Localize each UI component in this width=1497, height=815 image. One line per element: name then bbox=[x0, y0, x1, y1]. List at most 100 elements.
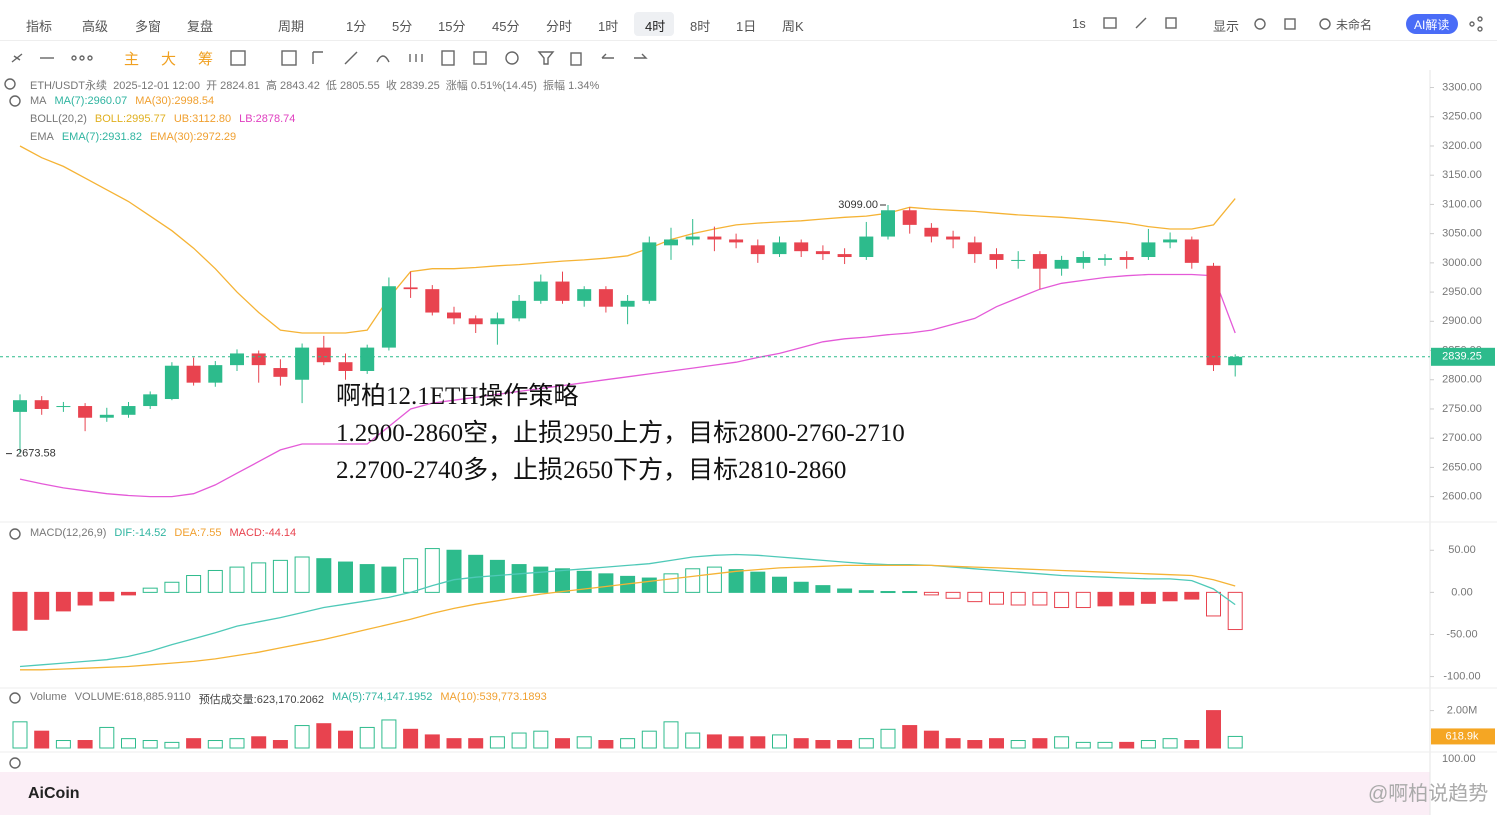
candle-body bbox=[946, 236, 961, 240]
macd-bar bbox=[1054, 591, 1070, 609]
macd-bar bbox=[663, 573, 679, 593]
candle-body bbox=[859, 236, 874, 258]
macd-bar bbox=[750, 571, 766, 593]
strategy-title: 啊柏12.1ETH操作策略 bbox=[336, 383, 579, 410]
volume-bar bbox=[576, 736, 592, 749]
toolbar-item: 15分 bbox=[438, 19, 466, 34]
volume-bar bbox=[967, 740, 983, 749]
legend-text: MACD(12,26,9) bbox=[30, 527, 107, 539]
logo: AiCoin bbox=[28, 785, 80, 802]
candle-body bbox=[1076, 257, 1091, 263]
legend-text: Volume bbox=[30, 691, 67, 703]
candle-body bbox=[1032, 254, 1047, 269]
candle-body bbox=[468, 318, 483, 325]
macd-bar bbox=[685, 568, 701, 593]
toolbar-item: 1日 bbox=[736, 19, 757, 34]
y-tick-label: 2900.00 bbox=[1442, 315, 1482, 327]
macd-bar bbox=[272, 559, 288, 593]
legend-text: EMA(30):2972.29 bbox=[149, 131, 237, 143]
macd-bar bbox=[923, 591, 939, 596]
macd-bar bbox=[381, 566, 397, 593]
candle-body bbox=[881, 210, 895, 237]
legend-text: BOLL(20,2) bbox=[30, 113, 87, 125]
volume-bar bbox=[837, 740, 853, 749]
volume-bar bbox=[989, 738, 1004, 749]
candle-body bbox=[750, 245, 765, 255]
candle-body bbox=[989, 254, 1004, 260]
candle-body bbox=[490, 318, 505, 325]
toolbar-item: 复盘 bbox=[187, 19, 214, 34]
legend-text: MACD:-44.14 bbox=[229, 527, 297, 539]
toolbar-item: 1s bbox=[1072, 16, 1086, 31]
candle-body bbox=[164, 365, 179, 400]
candle-body bbox=[1098, 258, 1112, 260]
toolbar-item: 筹 bbox=[198, 51, 214, 68]
volume-bar bbox=[902, 725, 918, 749]
volume-bar bbox=[533, 730, 549, 749]
candle-body bbox=[620, 300, 635, 307]
candle-body bbox=[56, 406, 71, 408]
candle-body bbox=[924, 227, 939, 237]
volume-bar bbox=[706, 734, 722, 749]
candle-body bbox=[186, 365, 201, 383]
macd-bar bbox=[294, 556, 310, 593]
macd-bar bbox=[1162, 591, 1178, 602]
toolbar2: 主大筹 bbox=[124, 48, 213, 69]
candle-body bbox=[1206, 265, 1221, 366]
volume-bar bbox=[272, 740, 288, 749]
macd-bar bbox=[902, 591, 918, 594]
macd-bar bbox=[55, 591, 71, 612]
toolbar-item: 1时 bbox=[598, 19, 619, 34]
legend-text: 预估成交量:623,170.2062 bbox=[198, 694, 325, 706]
volume-bar bbox=[164, 741, 180, 749]
toolbar-item: 8时 bbox=[690, 19, 711, 34]
y-tick-label: 100.00 bbox=[1442, 753, 1476, 765]
volume-bar bbox=[620, 738, 636, 749]
toolbar-item: 4时 bbox=[645, 19, 666, 34]
volume-bar bbox=[663, 721, 679, 749]
candle-body bbox=[121, 406, 136, 415]
macd-bar bbox=[598, 573, 614, 593]
macd-bar bbox=[728, 569, 744, 593]
volume-bar bbox=[1075, 741, 1091, 749]
candle-body bbox=[316, 347, 331, 363]
volume-bar bbox=[1140, 740, 1156, 749]
macd-bar bbox=[880, 591, 896, 594]
legend-ma: MA MA(7):2960.07 MA(30):2998.54 bbox=[30, 95, 214, 107]
macd-bar bbox=[1119, 591, 1135, 606]
toolbar-item: 分时 bbox=[546, 19, 573, 34]
macd-bar bbox=[576, 570, 592, 593]
legend-text: MA bbox=[30, 95, 47, 107]
volume-bar bbox=[316, 723, 332, 749]
macd-bar bbox=[338, 561, 353, 593]
macd-line bbox=[19, 553, 1236, 668]
candle-body bbox=[360, 347, 375, 371]
toolbar-item: 未命名 bbox=[1336, 18, 1373, 32]
candle-body bbox=[577, 289, 592, 301]
candle-body bbox=[1184, 239, 1199, 263]
y-tick-label: 3300.00 bbox=[1442, 81, 1482, 93]
y-tick-label: -50.00 bbox=[1446, 628, 1477, 640]
volume-bar bbox=[793, 738, 809, 749]
volume-bar bbox=[880, 728, 896, 749]
drawing-tools bbox=[4, 16, 1483, 769]
volume-bar bbox=[338, 730, 353, 749]
candle-body bbox=[447, 312, 461, 319]
macd-bar bbox=[142, 587, 158, 593]
volume-bar bbox=[121, 738, 136, 749]
candle-body bbox=[295, 347, 310, 380]
candle-body bbox=[13, 400, 27, 412]
volume-bar bbox=[207, 740, 223, 749]
toolbar-item: 45分 bbox=[492, 19, 520, 34]
macd-bar bbox=[772, 576, 787, 593]
volume-bar bbox=[381, 719, 397, 749]
y-tick-label: 3200.00 bbox=[1442, 140, 1482, 152]
volume-bar bbox=[294, 725, 310, 749]
macd-bar bbox=[706, 566, 722, 593]
active-period bbox=[634, 12, 674, 36]
toolbar-item: 指标 bbox=[26, 19, 53, 34]
candle-body bbox=[533, 281, 548, 301]
macd-bar bbox=[555, 568, 570, 593]
